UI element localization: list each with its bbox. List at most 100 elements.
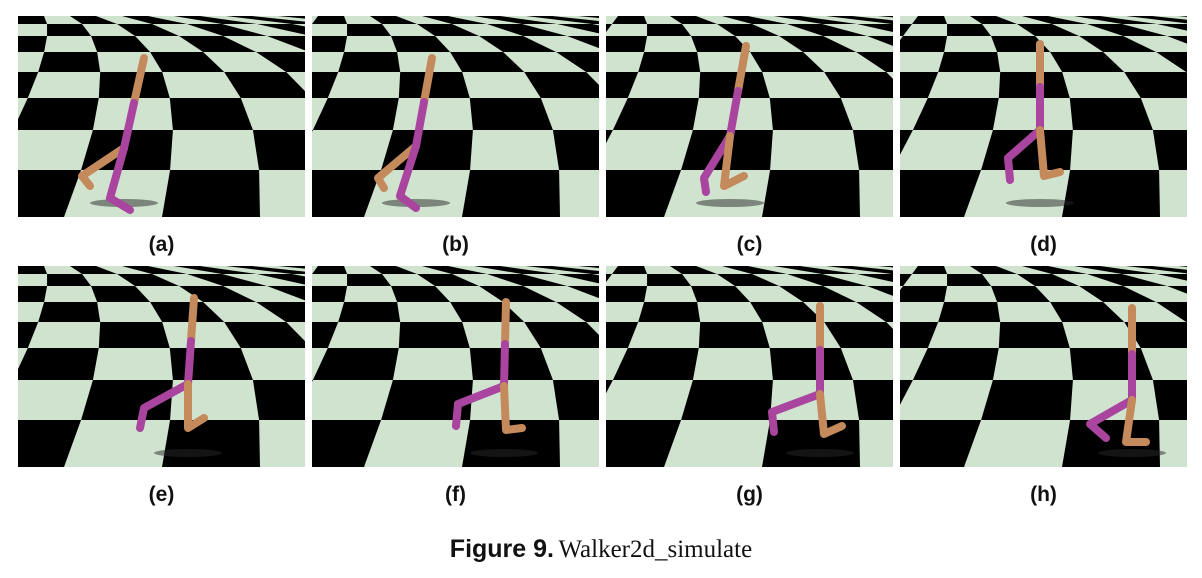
floor-tile xyxy=(257,24,305,35)
walker-leg-front xyxy=(184,380,208,432)
floor-tile xyxy=(1124,322,1187,348)
walker-leg-front xyxy=(106,144,134,214)
panel-c-label: (c) xyxy=(736,233,763,256)
floor-tile xyxy=(1087,24,1168,36)
panel-e-label: (e) xyxy=(148,483,175,506)
floor-tile xyxy=(900,24,913,36)
panel-b-label: (b) xyxy=(442,233,469,256)
floor-tile xyxy=(606,130,613,144)
floor-tile xyxy=(938,302,1001,322)
floor-tile xyxy=(312,16,348,24)
floor-tile xyxy=(312,36,348,52)
floor-tile xyxy=(226,266,305,274)
floor-tile xyxy=(612,16,648,24)
floor-tile xyxy=(769,98,853,130)
floor-tile xyxy=(347,274,392,286)
floor-tile xyxy=(900,420,982,467)
walker-leg-back xyxy=(78,144,128,190)
walker-torso-upper xyxy=(130,54,148,107)
floor-tile xyxy=(370,16,418,24)
panel-f-label: (f) xyxy=(445,483,466,506)
floor-tile xyxy=(150,52,225,72)
floor-tile xyxy=(670,16,718,24)
walker-leg-back xyxy=(768,390,824,436)
walker-torso-lower xyxy=(500,340,509,390)
floor-tile xyxy=(991,286,1051,302)
floor-tile xyxy=(1124,72,1187,98)
floor-tile xyxy=(998,72,1070,98)
floor-tile xyxy=(912,348,999,380)
walker-leg-front xyxy=(816,390,846,438)
floor-tile xyxy=(18,170,82,217)
floor-tile xyxy=(450,52,525,72)
floor-tile xyxy=(750,302,825,322)
walker-shadow xyxy=(696,199,764,207)
floor-tile xyxy=(1152,380,1187,420)
floor-tile xyxy=(474,16,558,24)
panel-g-image xyxy=(606,266,893,467)
floor-tile xyxy=(1087,274,1168,286)
floor-tile xyxy=(187,274,268,286)
floor-tile xyxy=(38,52,101,72)
floor-tile xyxy=(70,16,118,24)
walker-leg-front xyxy=(1036,126,1064,180)
floor-tile xyxy=(267,36,305,51)
floor-tile xyxy=(252,130,305,170)
floor-tile xyxy=(947,274,992,286)
floor-tile xyxy=(900,286,948,302)
floor-tile xyxy=(1152,130,1187,170)
floor-tile xyxy=(852,130,893,170)
floor-tile xyxy=(856,302,893,322)
walker-render xyxy=(312,16,599,217)
floor-tile xyxy=(612,348,699,380)
floor-tile xyxy=(267,286,305,301)
floor-tile xyxy=(612,98,699,130)
floor-tile xyxy=(606,322,639,348)
walker-shadow xyxy=(382,199,450,207)
floor-tile xyxy=(47,274,92,286)
floor-tile xyxy=(38,302,101,322)
floor-tile xyxy=(612,266,648,274)
floor-tile xyxy=(18,36,48,52)
floor-tile xyxy=(970,266,1018,274)
floor-tile xyxy=(117,274,180,286)
panel-d-label: (d) xyxy=(1030,233,1057,256)
floor-tile xyxy=(774,16,858,24)
floor-tile xyxy=(970,16,1018,24)
floor-tile xyxy=(606,170,682,217)
walker-leg-back xyxy=(1004,126,1044,184)
floor-tile xyxy=(1017,24,1080,36)
floor-tile xyxy=(338,52,401,72)
floor-tile xyxy=(338,302,401,322)
floor-tile xyxy=(117,24,180,36)
floor-tile xyxy=(474,266,558,274)
floor-tile xyxy=(18,98,99,130)
floor-tile xyxy=(1074,266,1158,274)
floor-tile xyxy=(606,286,648,302)
floor-tile xyxy=(698,322,770,348)
floor-tile xyxy=(691,36,751,52)
walker-shadow xyxy=(786,449,854,457)
floor-tile xyxy=(981,130,1073,170)
floor-tile xyxy=(991,36,1051,52)
floor-tile xyxy=(900,274,913,286)
floor-tile xyxy=(912,16,948,24)
floor-tile xyxy=(717,24,780,36)
walker-render xyxy=(900,16,1187,217)
floor-tile xyxy=(606,380,613,394)
floor-tile xyxy=(691,286,751,302)
floor-tile xyxy=(312,98,399,130)
panel-e-image xyxy=(18,266,305,467)
floor-tile xyxy=(717,274,780,286)
walker-render xyxy=(900,266,1187,467)
floor-tile xyxy=(98,322,170,348)
floor-tile xyxy=(606,72,639,98)
panel-g-label: (g) xyxy=(736,483,763,506)
panel-b-image xyxy=(312,16,599,217)
floor-tile xyxy=(312,266,348,274)
walker-shadow xyxy=(470,449,538,457)
floor-tile xyxy=(938,52,1001,72)
floor-tile xyxy=(18,322,39,348)
floor-tile xyxy=(750,52,825,72)
floor-tile xyxy=(224,72,305,98)
